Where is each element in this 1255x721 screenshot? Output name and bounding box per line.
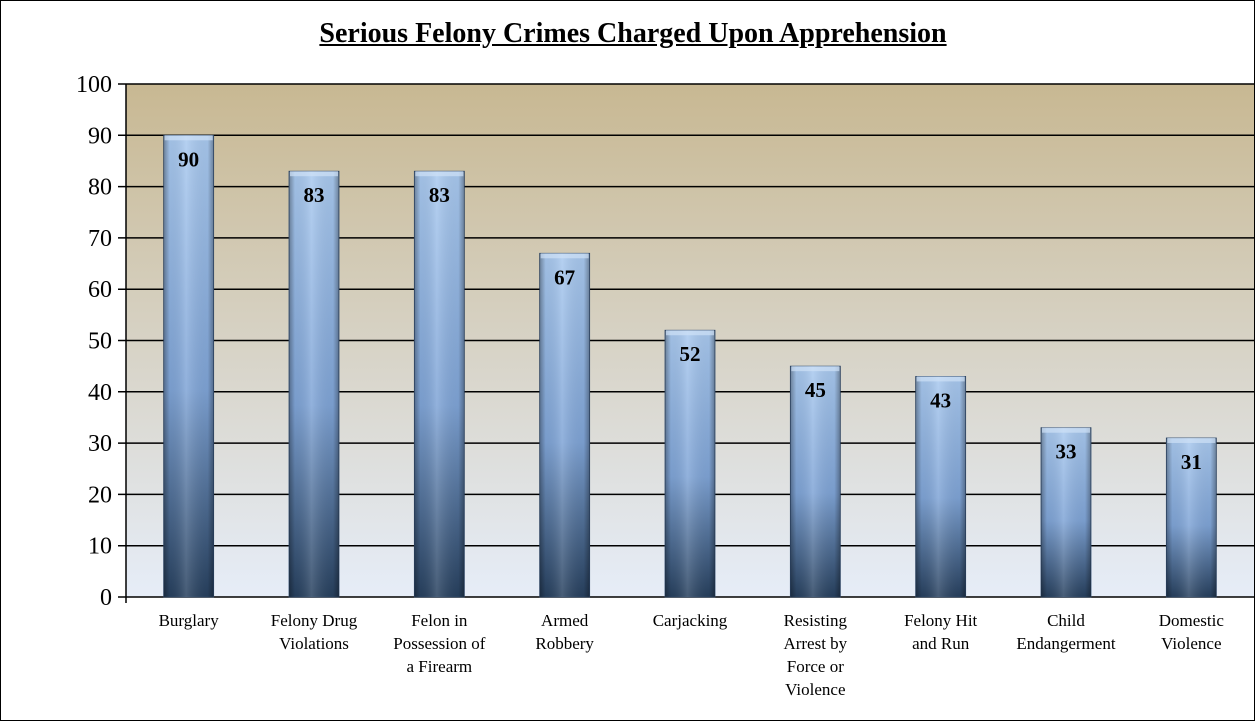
data-label: 67 (554, 265, 575, 289)
y-tick-label: 0 (100, 585, 112, 611)
x-tick-label: Resisting Arrest by Force or Violence (783, 611, 847, 699)
y-tick-label: 100 (76, 72, 112, 98)
x-tick-label: Carjacking (653, 611, 728, 630)
y-tick-label: 80 (88, 175, 112, 201)
data-label: 52 (680, 342, 701, 366)
data-label: 90 (178, 147, 199, 171)
x-tick-label: Felony Hit and Run (904, 611, 977, 653)
bar (413, 170, 465, 598)
x-tick-label: Domestic Violence (1159, 611, 1225, 653)
x-tick-label: Armed Robbery (535, 611, 594, 653)
y-tick-label: 50 (88, 329, 112, 355)
data-label: 43 (930, 388, 951, 412)
bar (288, 170, 340, 598)
y-tick-label: 40 (88, 380, 112, 406)
data-label: 31 (1181, 450, 1202, 474)
x-tick-label: Burglary (159, 611, 220, 630)
chart-title: Serious Felony Crimes Charged Upon Appre… (319, 18, 947, 49)
x-tick-label: Child Endangerment (1016, 611, 1115, 653)
bar (539, 252, 591, 598)
data-label: 83 (429, 183, 450, 207)
y-tick-label: 10 (88, 534, 112, 560)
bar (915, 376, 967, 598)
bar (789, 365, 841, 598)
bar (1040, 427, 1092, 598)
data-label: 45 (805, 378, 826, 402)
y-tick-label: 20 (88, 482, 112, 508)
data-label: 33 (1056, 440, 1077, 464)
bar (664, 329, 716, 598)
y-tick-label: 70 (88, 226, 112, 252)
y-tick-label: 60 (88, 277, 112, 303)
bar (1165, 437, 1217, 598)
x-tick-label: Felony Drug Violations (271, 611, 358, 653)
bar (163, 134, 215, 598)
x-tick-label: Felon in Possession of a Firearm (393, 611, 485, 676)
data-label: 83 (304, 183, 325, 207)
y-tick-label: 30 (88, 431, 112, 457)
y-tick-label: 90 (88, 123, 112, 149)
